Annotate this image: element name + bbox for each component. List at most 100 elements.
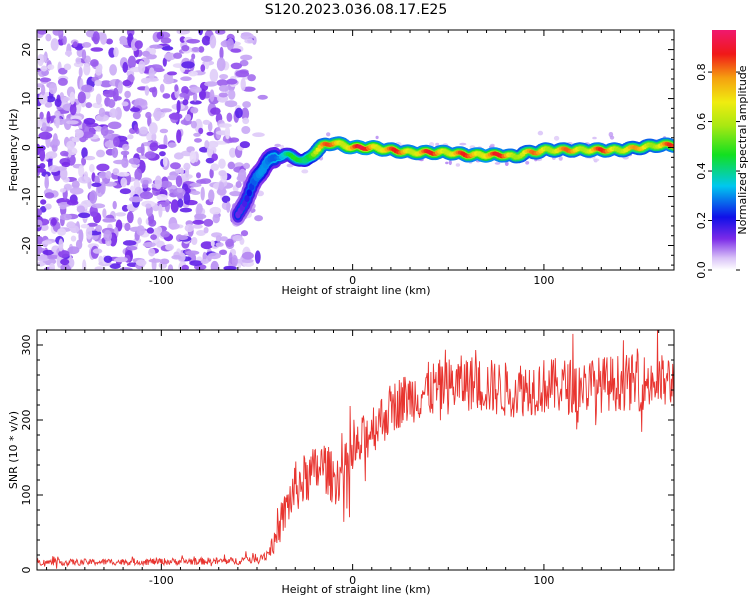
noise-blob <box>156 226 163 235</box>
noise-blob <box>70 235 77 242</box>
noise-blob <box>113 159 127 165</box>
noise-blob <box>149 47 157 55</box>
y-tick-label: -20 <box>20 237 33 255</box>
noise-blob <box>52 30 63 36</box>
noise-blob <box>71 180 80 189</box>
noise-blob <box>60 258 70 266</box>
snr-line-marks <box>37 330 674 569</box>
noise-blob <box>160 108 173 113</box>
noise-blob <box>99 181 106 195</box>
noise-blob <box>226 78 238 85</box>
noise-blob <box>189 100 202 105</box>
noise-blob <box>148 258 163 263</box>
colorbar-tick-label: 0.2 <box>695 212 708 230</box>
noise-blob <box>107 121 122 130</box>
y-tick-label: 200 <box>20 410 33 431</box>
noise-blob <box>54 110 61 118</box>
noise-blob <box>102 89 117 98</box>
noise-blob <box>166 71 178 76</box>
noise-blob <box>209 34 217 49</box>
noise-blob <box>81 42 92 48</box>
noise-blob <box>191 53 196 60</box>
noise-blob <box>122 79 132 87</box>
noise-blob <box>75 57 82 65</box>
y-tick-label: -10 <box>20 188 33 206</box>
noise-blob <box>100 32 107 45</box>
noise-blob <box>181 45 190 52</box>
noise-blob <box>204 81 218 87</box>
noise-blob <box>209 89 215 102</box>
noise-blob <box>232 235 243 242</box>
noise-blob <box>96 163 110 172</box>
noise-blob <box>204 140 210 149</box>
noise-blob <box>210 107 221 115</box>
noise-blob <box>553 135 560 141</box>
noise-blob <box>184 114 192 122</box>
noise-blob <box>435 142 440 146</box>
noise-blob <box>96 149 105 158</box>
noise-blob <box>209 168 214 179</box>
noise-blob <box>83 63 91 76</box>
noise-blob <box>37 208 41 216</box>
noise-blob <box>136 225 146 236</box>
noise-blob <box>170 162 181 170</box>
noise-blob <box>66 199 79 206</box>
noise-blob <box>189 150 197 164</box>
noise-blob <box>196 230 206 236</box>
y-tick-label: 0 <box>20 567 33 574</box>
noise-blob <box>135 259 147 267</box>
noise-blob <box>66 140 75 150</box>
y-tick-label: 10 <box>20 92 33 106</box>
noise-blob <box>228 252 233 264</box>
noise-blob <box>216 57 226 72</box>
colorbar-ticks: 0.0 0.2 0.4 0.6 0.8 <box>695 63 740 279</box>
noise-blob <box>46 255 60 260</box>
noise-blob <box>109 108 118 118</box>
noise-blob <box>212 214 220 224</box>
noise-blob <box>78 66 83 78</box>
noise-blob <box>59 213 72 221</box>
noise-blob <box>39 111 44 120</box>
noise-blob <box>50 38 59 51</box>
noise-blob <box>134 168 143 181</box>
noise-blob <box>38 93 48 105</box>
snr-xlabel: Height of straight line (km) <box>281 583 430 596</box>
noise-blob <box>504 161 509 166</box>
noise-blob <box>176 235 189 241</box>
ridge-cell <box>246 189 252 197</box>
noise-blob <box>85 102 93 109</box>
noise-blob <box>218 170 227 177</box>
colorbar-tick-label: 0.6 <box>695 113 708 131</box>
noise-blob <box>159 151 166 157</box>
noise-blob <box>161 46 174 51</box>
spectrogram-ylabel: Frequency (Hz) <box>7 109 20 192</box>
noise-blob <box>146 227 154 234</box>
noise-blob <box>41 171 51 177</box>
noise-blob <box>69 187 84 195</box>
noise-blob <box>81 147 88 159</box>
noise-blob <box>159 83 165 93</box>
noise-blob <box>192 219 205 225</box>
noise-blob <box>40 199 47 205</box>
noise-blob <box>89 190 98 204</box>
noise-blob <box>45 33 52 42</box>
noise-blob <box>185 167 190 178</box>
noise-blob <box>490 143 495 147</box>
noise-blob <box>558 156 563 161</box>
noise-blob <box>90 59 99 67</box>
noise-blob <box>148 248 156 257</box>
noise-blob <box>157 144 168 149</box>
noise-blob <box>76 205 86 213</box>
noise-blob <box>215 235 222 242</box>
noise-blob <box>59 205 67 210</box>
noise-blob <box>525 161 530 165</box>
noise-blob <box>44 101 53 108</box>
noise-blob <box>198 127 204 135</box>
noise-blob <box>375 135 379 140</box>
noise-blob <box>54 166 67 171</box>
noise-blob <box>126 246 138 251</box>
noise-blob <box>89 205 98 218</box>
noise-blob <box>64 50 73 57</box>
noise-blob <box>216 79 229 87</box>
noise-blob <box>148 122 158 135</box>
